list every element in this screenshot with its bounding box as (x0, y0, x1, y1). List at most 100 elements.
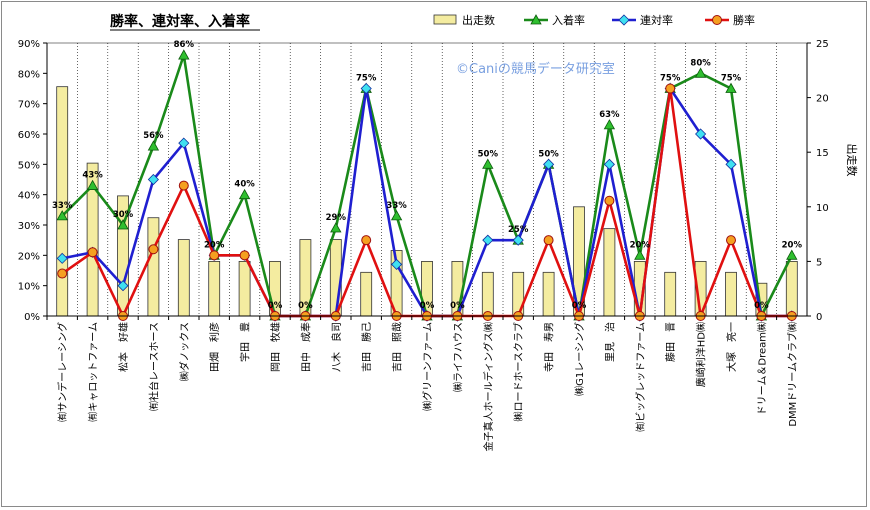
point (603, 158, 615, 170)
data-label: 0% (420, 301, 435, 311)
point (117, 280, 129, 292)
data-label: 0% (298, 301, 313, 311)
x-tick-label: 大塚 亮一 (725, 322, 738, 372)
point (543, 235, 554, 246)
data-label: 50% (538, 149, 559, 159)
x-tick-label: ドリーム＆Dream㈱ (756, 322, 768, 415)
x-tick-label: 吉田 勝己 (360, 322, 373, 372)
point (238, 188, 251, 200)
y-tick-label: 50% (18, 160, 40, 171)
line-series (56, 49, 798, 322)
y2-tick-label: 20 (816, 94, 829, 105)
point (604, 195, 615, 206)
point (725, 82, 737, 93)
point (147, 140, 160, 151)
data-label: 0% (268, 301, 283, 311)
point (361, 235, 372, 246)
x-tick-label: ㈲サンデーレーシング (56, 322, 69, 422)
point (482, 158, 494, 169)
x-tick-label: 田中 成奉 (299, 322, 312, 372)
data-label: 29% (326, 213, 347, 223)
y2-tick-label: 25 (816, 39, 829, 50)
bar (725, 271, 737, 317)
y-tick-label: 60% (18, 130, 40, 141)
point (618, 14, 630, 26)
point (239, 250, 250, 261)
legend-label: 入着率 (552, 13, 585, 27)
data-label: 25% (508, 225, 529, 235)
data-label: 75% (721, 74, 742, 84)
data-label: 43% (82, 171, 103, 181)
x-tick-label: ㈱ライフハウス (452, 322, 464, 392)
point (56, 210, 68, 221)
y-tick-label: 90% (18, 39, 40, 50)
legend-item: 入着率 (524, 13, 585, 27)
point (694, 67, 707, 78)
data-label: 20% (630, 240, 651, 250)
point (512, 234, 524, 246)
bar (177, 239, 190, 317)
data-label: 0% (754, 301, 769, 311)
data-label: 50% (478, 149, 499, 159)
bar-series (56, 86, 798, 317)
y2-axis-title: 出走数 (845, 144, 859, 177)
x-tick-label: 宇田 豊 (239, 322, 252, 362)
legend-item: 連対率 (612, 13, 673, 27)
y-tick-label: 10% (18, 282, 40, 293)
x-tick-label: ㈱グリーンファーム (421, 322, 434, 411)
point (695, 128, 707, 140)
point (178, 49, 190, 60)
bar (542, 271, 555, 317)
y-tick-label: 20% (18, 251, 40, 262)
y2-tick-label: 5 (816, 257, 822, 268)
point (56, 252, 68, 264)
x-tick-label: ㈱ロードホースクラブ (512, 322, 525, 422)
legend: 出走数 入着率 連対率 勝率 (433, 13, 755, 27)
watermark: ©Caniの競馬データ研究室 (456, 61, 615, 77)
point (360, 82, 372, 95)
point (330, 222, 342, 233)
point (665, 83, 676, 94)
point (86, 179, 99, 190)
x-tick-label: 八木 良司 (330, 322, 343, 372)
legend-item: 勝率 (705, 13, 755, 27)
legend-label: 出走数 (462, 13, 495, 27)
y2-tick-label: 0 (816, 312, 822, 323)
data-label: 80% (690, 58, 711, 68)
x-tick-label: 藤田 晋 (665, 322, 677, 362)
legend-swatch (433, 14, 457, 25)
data-label: 75% (356, 74, 377, 84)
bar (664, 271, 677, 317)
data-label: 33% (386, 201, 407, 211)
data-label: 75% (660, 74, 681, 84)
x-tick-label: 吉田 照哉 (392, 322, 404, 372)
x-tick-label: 里見 治 (603, 322, 616, 362)
point (117, 219, 129, 230)
legend-item: 出走数 (433, 13, 495, 27)
data-label: 56% (143, 131, 164, 141)
point (634, 249, 646, 260)
y-tick-label: 80% (18, 69, 40, 80)
point (209, 250, 220, 261)
bar (238, 260, 251, 317)
x-tick-label: ㈱G1レーシング (573, 322, 586, 396)
x-tick-label: ㈲社台レースホース (147, 322, 160, 411)
point (147, 173, 159, 186)
bar (603, 228, 616, 317)
x-tick-label: ㈲キャロットファーム (88, 322, 100, 422)
data-label: 0% (450, 301, 465, 311)
point (391, 258, 403, 270)
data-label: 30% (113, 210, 134, 220)
data-label: 20% (204, 240, 225, 250)
x-tick-label: 廣崎利洋HD㈱ (695, 322, 708, 387)
bar (360, 271, 373, 317)
y2-tick-label: 15 (816, 148, 829, 159)
y-tick-label: 30% (18, 221, 40, 232)
point (482, 234, 494, 246)
x-tick-label: 金子真人ホールディングス㈱ (482, 322, 495, 451)
bar (147, 217, 160, 317)
legend-label: 連対率 (640, 13, 673, 27)
point (178, 180, 189, 191)
